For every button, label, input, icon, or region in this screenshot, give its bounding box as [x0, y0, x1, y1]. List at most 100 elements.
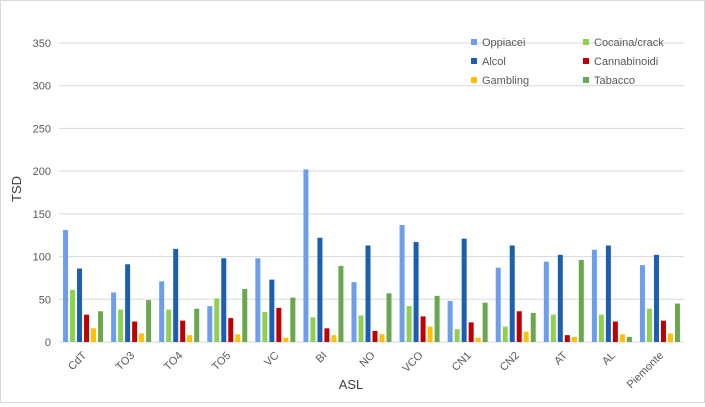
- bar-alcol-al: [605, 245, 611, 342]
- bar-alcol-no: [365, 245, 371, 342]
- bar-oppiacei-piemonte: [639, 265, 645, 342]
- bar-alcol-vco: [413, 242, 419, 342]
- bar-tabacco-vco: [434, 295, 440, 342]
- bar-cocaina-crack-cn2: [502, 326, 508, 342]
- bar-oppiacei-vc: [255, 258, 261, 342]
- x-tick-label: TO4: [162, 350, 185, 373]
- x-tick-label: BI: [314, 350, 330, 366]
- legend-swatch-cannabinoidi: [583, 58, 589, 64]
- x-tick-label: VC: [262, 350, 281, 369]
- bar-alcol-cn1: [461, 238, 467, 342]
- bar-tabacco-no: [386, 293, 392, 342]
- bar-gambling-bi: [331, 335, 337, 342]
- y-tick-label: 250: [33, 123, 51, 135]
- bar-gambling-vco: [427, 326, 433, 342]
- y-axis-title: TSD: [9, 176, 24, 202]
- bar-cocaina-crack-to3: [118, 309, 124, 342]
- x-tick-label: NO: [357, 349, 377, 369]
- bar-tabacco-cn2: [530, 312, 536, 342]
- legend-swatch-oppiacei: [471, 39, 477, 45]
- bar-cannabinoidi-to3: [132, 321, 138, 342]
- bar-oppiacei-bi: [303, 169, 309, 342]
- bar-cocaina-crack-to5: [214, 298, 220, 342]
- x-tick-label: VCO: [400, 349, 426, 375]
- bar-cannabinoidi-cn2: [516, 311, 522, 342]
- bar-cannabinoidi-to4: [180, 320, 186, 342]
- bar-cocaina-crack-al: [598, 314, 604, 342]
- bar-oppiacei-no: [351, 282, 357, 342]
- bar-alcol-at: [557, 254, 563, 342]
- bar-alcol-piemonte: [653, 254, 659, 342]
- bar-tabacco-cn1: [482, 302, 488, 342]
- x-axis-title: ASL: [339, 377, 364, 392]
- x-tick-label: CN2: [498, 350, 522, 374]
- bar-cocaina-crack-piemonte: [646, 308, 652, 342]
- bar-cannabinoidi-to5: [228, 318, 234, 342]
- bar-cocaina-crack-to4: [166, 309, 172, 342]
- bar-oppiacei-cn1: [447, 300, 453, 342]
- bar-alcol-to3: [125, 264, 131, 342]
- x-tick-label: CN1: [450, 350, 474, 374]
- bar-oppiacei-at: [543, 261, 549, 342]
- bar-alcol-bi: [317, 237, 323, 342]
- bar-tabacco-at: [578, 259, 584, 342]
- bar-oppiacei-cdt: [63, 230, 69, 342]
- bar-tabacco-to3: [146, 300, 152, 342]
- legend-label-oppiacei: Oppiacei: [482, 37, 525, 49]
- bar-cannabinoidi-al: [612, 321, 618, 342]
- x-tick-label: AL: [600, 350, 618, 368]
- y-tick-label: 50: [39, 294, 51, 306]
- bar-oppiacei-al: [591, 249, 597, 342]
- bar-gambling-to5: [235, 334, 241, 342]
- bar-oppiacei-cn2: [495, 267, 501, 342]
- bar-tabacco-bi: [338, 265, 344, 342]
- x-axis-ticks: CdT TO3 TO4 TO5 VC BI NO VCO CN1 CN2 AT AL Piemonte: [66, 349, 666, 391]
- bar-cannabinoidi-piemonte: [660, 320, 666, 342]
- legend-label-alcol: Alcol: [482, 56, 506, 68]
- bar-oppiacei-vco: [399, 224, 405, 342]
- bar-oppiacei-to4: [159, 281, 165, 342]
- bar-cocaina-crack-vco: [406, 306, 412, 342]
- bar-cocaina-crack-vc: [262, 312, 268, 342]
- y-tick-label: 350: [33, 38, 51, 50]
- legend-swatch-cocaina-crack: [583, 39, 589, 45]
- bar-cannabinoidi-no: [372, 330, 378, 342]
- bar-cannabinoidi-vc: [276, 307, 282, 342]
- bar-gambling-at: [571, 336, 577, 342]
- bar-alcol-vc: [269, 279, 275, 342]
- bars: [63, 169, 680, 342]
- bar-cannabinoidi-cn1: [468, 322, 474, 342]
- bar-alcol-cn2: [509, 245, 515, 342]
- legend-swatch-gambling: [471, 77, 477, 83]
- legend: Oppiacei Cocaina/crack Alcol Cannabinoidi Ga…: [471, 37, 664, 87]
- legend-swatch-tabacco: [583, 77, 589, 83]
- bar-gambling-vc: [283, 337, 289, 342]
- bar-oppiacei-to3: [111, 292, 117, 342]
- legend-label-tabacco: Tabacco: [594, 75, 635, 87]
- y-tick-label: 150: [33, 209, 51, 221]
- bar-gambling-cn1: [475, 337, 481, 342]
- bar-cannabinoidi-at: [564, 335, 570, 342]
- bar-cannabinoidi-vco: [420, 316, 426, 342]
- x-tick-label: TO5: [210, 350, 233, 373]
- bar-tabacco-to5: [242, 289, 248, 342]
- legend-label-gambling: Gambling: [482, 75, 529, 87]
- bar-gambling-no: [379, 334, 385, 342]
- x-tick-label: AT: [552, 349, 570, 367]
- bar-alcol-to5: [221, 258, 227, 342]
- gridlines: [59, 42, 684, 343]
- bar-tabacco-al: [626, 336, 632, 342]
- bar-tabacco-cdt: [98, 311, 104, 342]
- bar-cocaina-crack-cn1: [454, 329, 460, 342]
- y-tick-label: 0: [45, 337, 51, 349]
- bar-alcol-to4: [173, 248, 179, 342]
- bar-cocaina-crack-no: [358, 315, 364, 342]
- bar-cocaina-crack-cdt: [70, 289, 76, 342]
- y-tick-label: 100: [33, 252, 51, 264]
- bar-gambling-piemonte: [667, 333, 673, 342]
- bar-cocaina-crack-at: [550, 314, 556, 342]
- legend-swatch-alcol: [471, 58, 477, 64]
- bar-gambling-cn2: [523, 331, 529, 342]
